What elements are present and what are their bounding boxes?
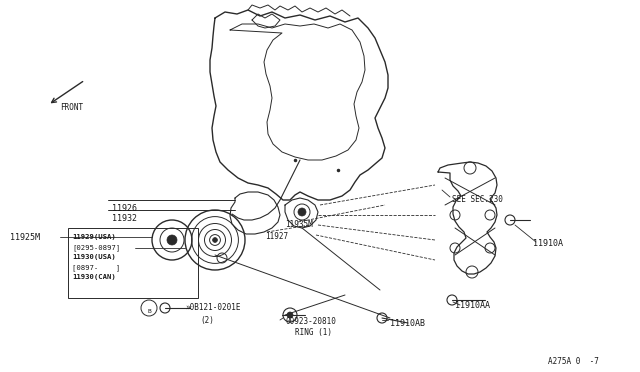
Text: 11932: 11932 xyxy=(112,214,137,223)
Text: 11927: 11927 xyxy=(265,232,288,241)
Text: A275A 0  -7: A275A 0 -7 xyxy=(548,357,599,366)
Text: 11935M: 11935M xyxy=(285,220,313,229)
Text: 11929(USA): 11929(USA) xyxy=(72,234,116,240)
Bar xyxy=(68,228,198,298)
Circle shape xyxy=(287,312,293,318)
Circle shape xyxy=(298,208,306,216)
Text: B: B xyxy=(147,309,151,314)
Text: FRONT: FRONT xyxy=(60,103,83,112)
Text: 11926: 11926 xyxy=(112,204,137,213)
Text: 11910AB: 11910AB xyxy=(390,318,425,327)
Text: 11925M: 11925M xyxy=(10,232,40,241)
Text: »0B121-0201E: »0B121-0201E xyxy=(185,304,241,312)
Text: (2): (2) xyxy=(200,315,214,324)
Text: 11930(CAN): 11930(CAN) xyxy=(72,274,116,280)
Circle shape xyxy=(212,238,218,243)
Text: 00923-20810: 00923-20810 xyxy=(285,317,336,327)
Text: [0897-    ]: [0897- ] xyxy=(72,264,120,271)
Text: 11910AA: 11910AA xyxy=(455,301,490,311)
Text: SEE SEC.230: SEE SEC.230 xyxy=(452,196,503,205)
Text: 11910A: 11910A xyxy=(533,238,563,247)
Text: RING (1): RING (1) xyxy=(295,328,332,337)
Text: 11930(USA): 11930(USA) xyxy=(72,254,116,260)
Circle shape xyxy=(167,235,177,245)
Text: [0295-0897]: [0295-0897] xyxy=(72,244,120,251)
